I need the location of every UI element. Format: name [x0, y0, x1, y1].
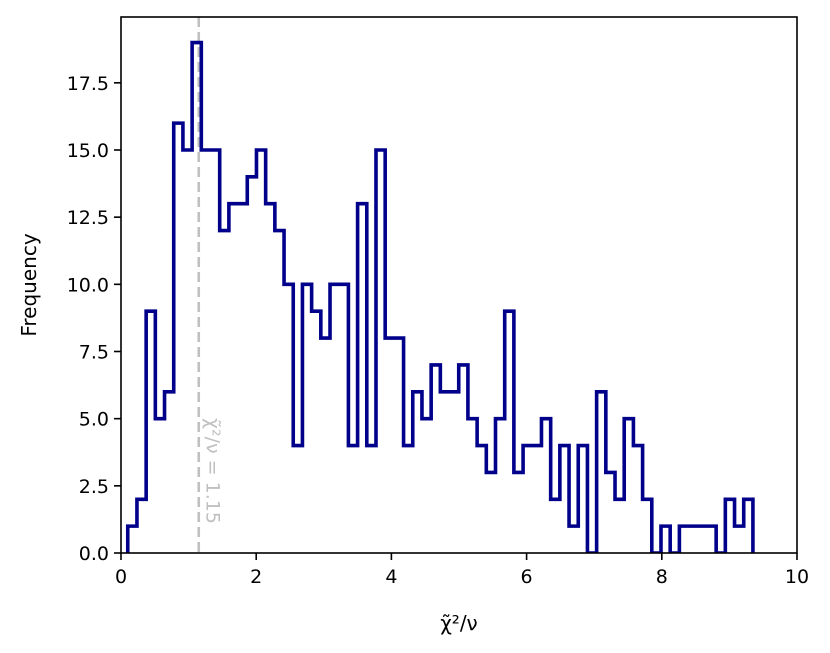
x-tick-label: 10: [785, 566, 809, 588]
y-tick-label: 5.0: [79, 409, 109, 431]
x-tick-label: 2: [250, 566, 262, 588]
x-tick-label: 0: [115, 566, 127, 588]
x-axis-ticks: 0 2 4 6 8 10: [115, 553, 809, 588]
reference-line-label: χ̃²/ν = 1.15: [202, 418, 224, 524]
histogram-step-outline: [125, 40, 755, 553]
x-tick-label: 4: [385, 566, 397, 588]
y-axis-label: Frequency: [17, 233, 41, 336]
y-tick-label: 15.0: [67, 140, 109, 162]
y-tick-label: 2.5: [79, 476, 109, 498]
plot-area: [125, 17, 755, 553]
y-axis-ticks: 0.0 2.5 5.0 7.5 10.0 12.5 15.0 17.5: [67, 73, 121, 565]
x-tick-label: 8: [656, 566, 668, 588]
y-tick-label: 7.5: [79, 341, 109, 363]
x-axis-label: χ̃²/ν: [440, 611, 477, 635]
y-tick-label: 17.5: [67, 73, 109, 95]
y-tick-label: 10.0: [67, 274, 109, 296]
y-tick-label: 0.0: [79, 543, 109, 565]
x-tick-label: 6: [521, 566, 533, 588]
y-tick-label: 12.5: [67, 207, 109, 229]
